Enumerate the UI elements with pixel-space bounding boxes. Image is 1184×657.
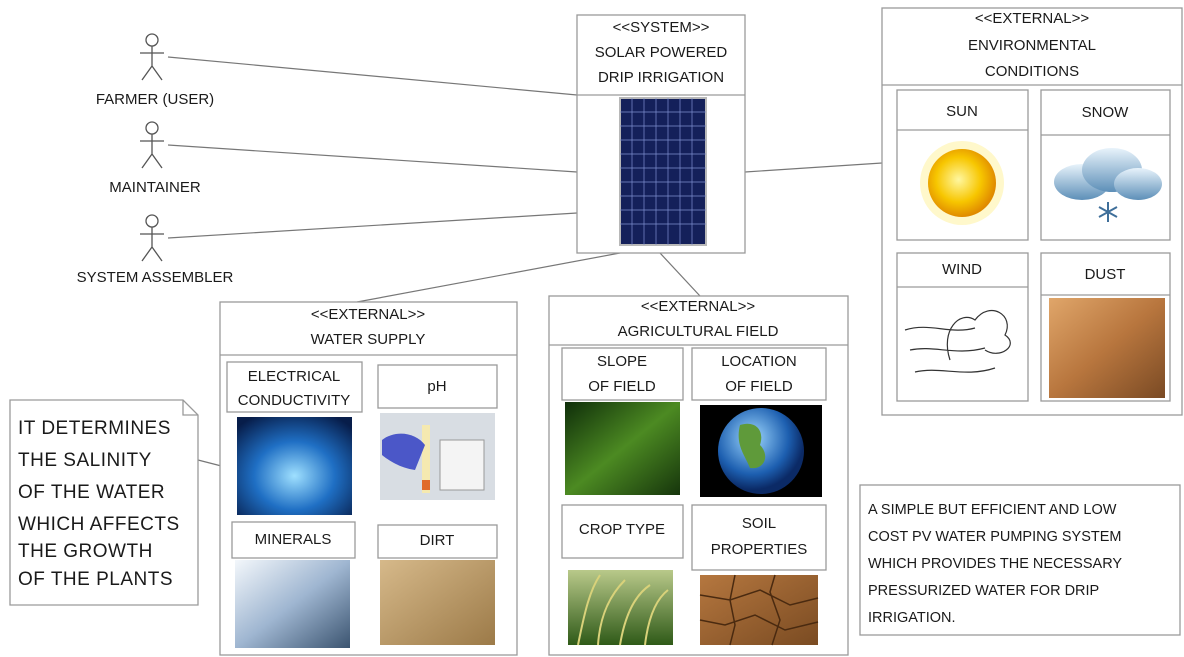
block-title: WATER SUPPLY: [311, 331, 426, 348]
system-block: <<SYSTEM>> SOLAR POWERED DRIP IRRIGATION: [577, 15, 745, 253]
item-label: MINERALS: [255, 531, 332, 548]
block-title: DRIP IRRIGATION: [598, 69, 724, 86]
note-text: OF THE WATER: [18, 482, 165, 503]
block-title: SOLAR POWERED: [595, 44, 728, 61]
item-label: pH: [427, 378, 446, 395]
solar-panel-image: [620, 98, 706, 245]
actor-label: SYSTEM ASSEMBLER: [77, 269, 234, 286]
note-text: WHICH AFFECTS: [18, 514, 180, 535]
sun-image: [920, 141, 1004, 225]
item-label: SLOPE: [597, 353, 647, 370]
item-label: DUST: [1085, 266, 1126, 283]
note-text: OF THE PLANTS: [18, 569, 173, 590]
item-label: OF FIELD: [725, 378, 793, 395]
diagram: FARMER (USER) MAINTAINER SYSTEM ASSEMBLE…: [0, 0, 1184, 657]
item-label: OF FIELD: [588, 378, 656, 395]
actor-label: MAINTAINER: [109, 179, 201, 196]
ph-image: [380, 413, 495, 500]
actor: FARMER (USER): [96, 34, 214, 108]
actor: MAINTAINER: [109, 122, 201, 196]
conductivity-image: [237, 417, 352, 515]
note-text: IT DETERMINES: [18, 418, 171, 439]
stereotype: <<EXTERNAL>>: [975, 10, 1089, 27]
globe-image: [700, 405, 822, 497]
note: IT DETERMINES THE SALINITY OF THE WATER …: [10, 400, 198, 605]
item-label: WIND: [942, 261, 982, 278]
agricultural-field-block: <<EXTERNAL>> AGRICULTURAL FIELD SLOPE OF…: [549, 296, 848, 655]
stereotype: <<EXTERNAL>>: [641, 298, 755, 315]
note-text: THE GROWTH: [18, 541, 153, 562]
note-text: PRESSURIZED WATER FOR DRIP: [868, 583, 1099, 599]
item-label: PROPERTIES: [711, 541, 807, 558]
actor-label: FARMER (USER): [96, 91, 214, 108]
slope-image: [565, 402, 680, 495]
item-label: SNOW: [1082, 104, 1130, 121]
note: A SIMPLE BUT EFFICIENT AND LOW COST PV W…: [860, 485, 1180, 635]
actor: SYSTEM ASSEMBLER: [77, 215, 234, 286]
item-label: ELECTRICAL: [248, 368, 341, 385]
dirt-image: [380, 560, 495, 645]
block-title: CONDITIONS: [985, 63, 1079, 80]
item-label: SOIL: [742, 515, 776, 532]
soil-image: [700, 575, 818, 645]
item-label: SUN: [946, 103, 978, 120]
stereotype: <<EXTERNAL>>: [311, 306, 425, 323]
environment-block: <<EXTERNAL>> ENVIRONMENTAL CONDITIONS SU…: [882, 8, 1182, 415]
block-title: AGRICULTURAL FIELD: [618, 323, 779, 340]
minerals-image: [235, 560, 350, 648]
note-text: WHICH PROVIDES THE NECESSARY: [868, 556, 1122, 572]
block-title: ENVIRONMENTAL: [968, 37, 1096, 54]
item-label: CROP TYPE: [579, 521, 665, 538]
item-label: LOCATION: [721, 353, 797, 370]
note-text: THE SALINITY: [18, 450, 152, 471]
note-text: A SIMPLE BUT EFFICIENT AND LOW: [868, 502, 1117, 518]
item-label: DIRT: [420, 532, 455, 549]
water-supply-block: <<EXTERNAL>> WATER SUPPLY ELECTRICAL CON…: [220, 302, 517, 655]
crop-image: [568, 570, 673, 645]
note-text: IRRIGATION.: [868, 610, 956, 626]
dust-image: [1049, 298, 1165, 398]
note-text: COST PV WATER PUMPING SYSTEM: [868, 529, 1122, 545]
stereotype: <<SYSTEM>>: [613, 19, 710, 36]
item-label: CONDUCTIVITY: [238, 392, 351, 409]
